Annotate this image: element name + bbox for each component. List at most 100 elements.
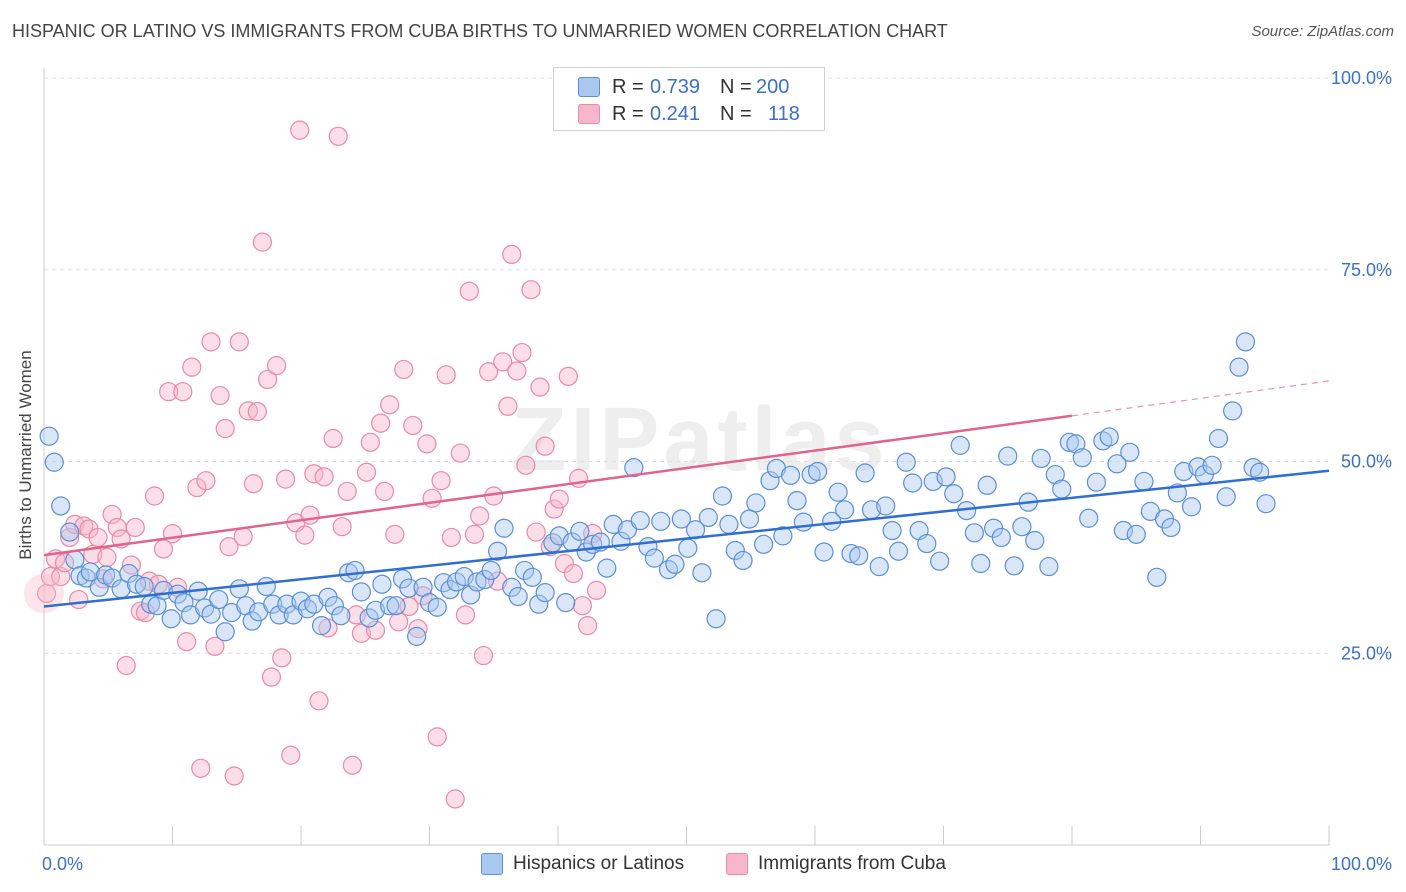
legend-n-label: N = <box>720 102 752 125</box>
cuba-point <box>403 415 423 436</box>
hispanic-point <box>1208 428 1229 449</box>
cuba-point <box>464 524 485 544</box>
hispanic-point <box>215 622 235 642</box>
cuba-point <box>116 655 136 676</box>
hispanic-point <box>896 452 916 472</box>
hispanic-point <box>522 567 542 587</box>
cuba-point <box>455 605 476 625</box>
immigrants-from-cuba-points <box>24 120 607 809</box>
hispanic-point <box>1126 524 1146 544</box>
hispanic-point <box>174 593 194 613</box>
hispanic-point <box>882 520 902 541</box>
cuba-point <box>196 471 216 491</box>
hispanic-point <box>1004 556 1024 576</box>
bottom-legend-cuba: Immigrants from Cuba <box>726 851 946 877</box>
hispanic-point <box>372 574 392 594</box>
cuba-point <box>125 517 145 538</box>
hispanic-point <box>671 509 691 529</box>
cuba-point <box>323 428 343 449</box>
hispanic-point <box>440 579 460 600</box>
x-tick-label: 0.0% <box>42 854 83 874</box>
hispanic-point <box>277 594 297 614</box>
hispanic-point <box>529 594 549 614</box>
bottom-legend-label: Immigrants from Cuba <box>758 853 946 874</box>
cuba-point <box>427 727 447 747</box>
legend-swatch-pink <box>578 104 600 124</box>
hispanic-point <box>1099 427 1119 447</box>
hispanic-trend-line <box>43 469 1330 608</box>
cuba-point <box>577 616 598 636</box>
cuba-point <box>342 755 362 775</box>
chart-title: HISPANIC OR LATINO VS IMMIGRANTS FROM CU… <box>12 21 948 41</box>
cuba-point <box>371 413 391 433</box>
hispanic-point <box>930 551 950 571</box>
hispanic-point <box>324 596 345 616</box>
cuba-point <box>182 357 202 377</box>
hispanic-point <box>1202 455 1222 475</box>
hispanic-point <box>834 500 855 520</box>
cuba-point <box>563 563 584 584</box>
cuba-point <box>337 481 357 502</box>
hispanic-point <box>263 594 283 614</box>
cuba-point <box>408 619 428 639</box>
hispanic-point <box>1223 401 1243 421</box>
hispanic-point <box>624 458 644 478</box>
cuba-point <box>431 471 451 491</box>
y-tick-label: 25.0% <box>1341 643 1392 663</box>
cuba-point <box>445 789 465 809</box>
hispanic-point <box>841 543 861 564</box>
cuba-point <box>502 244 522 265</box>
y-axis-label: Births to Unmarried Women <box>16 350 35 559</box>
legend-swatch-blue <box>578 77 600 97</box>
legend-box: R = 0.739 N = 200 R = 0.241 N = 118 <box>553 67 825 131</box>
hispanic-point <box>630 510 650 531</box>
hispanic-point <box>1012 517 1032 537</box>
legend-n-value: 118 <box>768 102 800 125</box>
hispanic-point <box>134 576 154 597</box>
hispanic-point <box>971 553 991 574</box>
hispanic-point <box>467 572 487 592</box>
cuba-point <box>470 506 490 526</box>
cuba-point <box>159 382 179 402</box>
legend-row-hispanics: R = 0.739 N = 200 <box>578 74 789 100</box>
hispanic-point <box>807 461 828 482</box>
hispanic-point <box>998 446 1018 466</box>
cuba-point <box>389 612 409 632</box>
hispanic-point <box>126 574 147 594</box>
hispanic-point <box>665 554 685 574</box>
hispanic-point <box>65 550 85 570</box>
hispanic-point <box>923 471 943 492</box>
cuba-point <box>243 474 264 494</box>
hispanic-point <box>488 541 508 561</box>
hispanic-point <box>964 523 984 543</box>
hispanic-point <box>51 496 71 516</box>
hispanic-point <box>773 526 793 546</box>
cuba-point <box>535 436 555 456</box>
axes <box>43 68 1330 846</box>
hispanic-point <box>780 465 801 485</box>
hispanic-point <box>787 491 807 511</box>
hispanic-point <box>888 541 909 561</box>
hispanic-point <box>692 563 712 583</box>
hispanic-point <box>399 578 419 598</box>
hispanic-point <box>1079 508 1099 528</box>
hispanic-point <box>556 593 576 613</box>
hispanic-point <box>514 560 535 581</box>
cuba-point <box>422 488 442 508</box>
cuba-point <box>394 359 414 380</box>
cuba-point <box>69 589 89 610</box>
hispanic-point <box>1229 357 1249 377</box>
hispanic-point <box>719 514 739 534</box>
y-tick-labels: 25.0% 50.0% 75.0% 100.0% <box>1331 68 1392 663</box>
bottom-legend-hispanics: Hispanics or Latinos <box>481 851 684 877</box>
hispanic-point <box>678 538 698 558</box>
hispanic-point <box>855 463 875 483</box>
cuba-point <box>512 342 532 363</box>
hispanic-point <box>1235 332 1256 352</box>
hispanic-point <box>331 606 351 626</box>
cuba-point <box>328 126 348 146</box>
hispanic-point <box>753 534 774 554</box>
hispanic-point <box>535 583 555 603</box>
cuba-point <box>507 361 527 381</box>
